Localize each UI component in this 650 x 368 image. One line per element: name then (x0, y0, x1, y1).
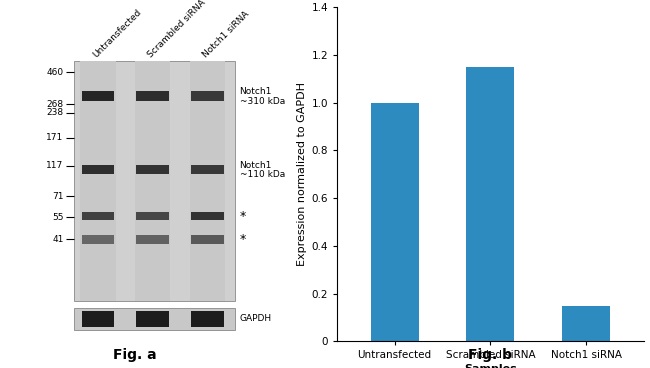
Text: Notch1: Notch1 (240, 87, 272, 96)
Text: 268: 268 (47, 100, 64, 109)
Bar (81, 61, 116, 301)
Bar (190, 61, 225, 301)
Bar (191, 91, 224, 100)
Bar (82, 311, 114, 327)
Text: ~310 kDa: ~310 kDa (240, 97, 285, 106)
Text: Scrambled siRNA: Scrambled siRNA (146, 0, 208, 59)
Text: Notch1 siRNA: Notch1 siRNA (201, 9, 251, 59)
Text: *: * (240, 233, 246, 246)
Text: 460: 460 (47, 68, 64, 77)
Text: 238: 238 (47, 108, 64, 117)
Bar (467, 67, 514, 341)
Bar (370, 103, 419, 341)
Text: Notch1: Notch1 (240, 161, 272, 170)
Bar (82, 212, 114, 220)
Text: *: * (240, 209, 246, 223)
Bar (74, 308, 235, 330)
Text: Untransfected: Untransfected (92, 7, 144, 59)
Bar (136, 212, 169, 220)
Bar (82, 165, 114, 174)
X-axis label: Samples: Samples (464, 364, 517, 368)
Bar (74, 61, 235, 301)
Text: 171: 171 (46, 133, 64, 142)
Bar (82, 235, 114, 244)
Bar (136, 165, 169, 174)
Text: 71: 71 (52, 191, 64, 201)
Bar (191, 311, 224, 327)
Text: Fig. a: Fig. a (113, 348, 157, 362)
Bar (136, 91, 169, 100)
Bar (136, 311, 169, 327)
Bar (82, 91, 114, 100)
Bar (191, 165, 224, 174)
Text: Fig. b: Fig. b (469, 348, 512, 362)
Bar (191, 212, 224, 220)
Bar (136, 235, 169, 244)
Bar (191, 235, 224, 244)
Text: 117: 117 (46, 162, 64, 170)
Text: ~110 kDa: ~110 kDa (240, 170, 285, 180)
Bar (562, 305, 610, 341)
Text: 55: 55 (52, 213, 64, 222)
Y-axis label: Expression normalized to GAPDH: Expression normalized to GAPDH (298, 82, 307, 266)
Text: GAPDH: GAPDH (240, 314, 272, 323)
Text: 41: 41 (52, 235, 64, 244)
Bar (135, 61, 170, 301)
